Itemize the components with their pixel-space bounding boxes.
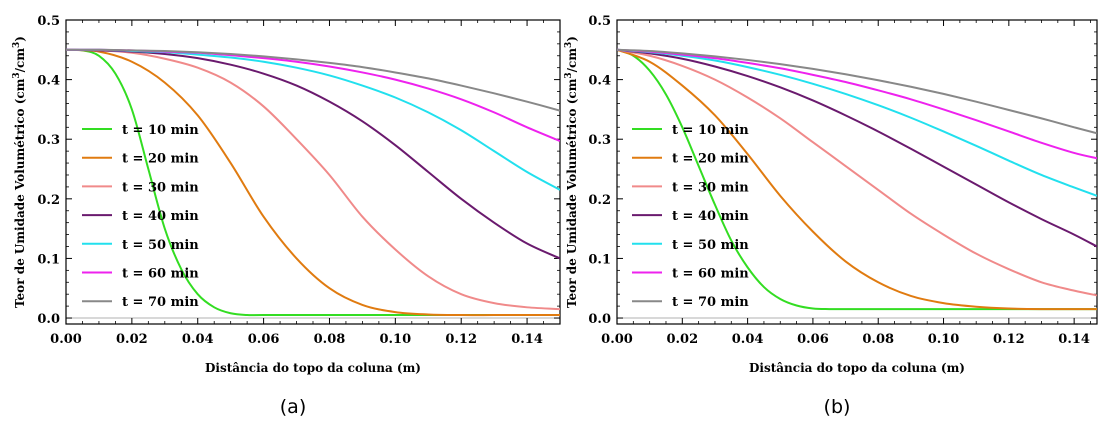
- panel-a: 0.00 0.02 0.04 0.06 0.08 0.10 0.12 0.14 0.0 0.1 0.…: [12, 14, 561, 418]
- series-line-60min: [617, 48, 1097, 160]
- series-line-50min: [66, 48, 560, 191]
- x-tick-label: 0.10: [379, 332, 411, 347]
- x-tick-label: 0.02: [116, 332, 148, 347]
- y-tick-label: 0.1: [37, 252, 60, 267]
- legend-label: t = 40 min: [672, 209, 749, 224]
- legend-label: t = 40 min: [122, 209, 199, 224]
- plot-frame: [616, 19, 1098, 325]
- x-tick-label: 0.00: [601, 332, 633, 347]
- legend-label: t = 20 min: [122, 152, 199, 167]
- y-tick-label: 0.3: [37, 133, 60, 148]
- series-line-40min: [66, 48, 560, 260]
- series-line-10min: [617, 48, 1097, 311]
- x-tick-label: 0.06: [797, 332, 829, 347]
- series-line-20min: [617, 48, 1097, 311]
- series-line-20min: [66, 48, 560, 317]
- x-tick-label: 0.10: [928, 332, 960, 347]
- x-tick-label: 0.06: [248, 332, 280, 347]
- x-tick-label: 0.12: [445, 332, 477, 347]
- y-axis-title-part: /cm: [565, 48, 579, 73]
- y-tick-label: 0.4: [37, 74, 60, 89]
- y-tick-label: 0.1: [588, 252, 611, 267]
- x-tick-label: 0.08: [862, 332, 894, 347]
- y-axis-title-sup: 3: [564, 72, 574, 78]
- series-line-50min: [617, 48, 1097, 197]
- legend: t = 10 min t = 20 min t = 30 min t = 40 min…: [82, 123, 199, 310]
- series-group: [66, 48, 560, 317]
- legend-label: t = 50 min: [672, 238, 749, 253]
- legend-label: t = 70 min: [672, 295, 749, 310]
- x-tick-label: 0.00: [50, 332, 82, 347]
- legend: t = 10 min t = 20 min t = 30 min t = 40 min…: [632, 123, 749, 310]
- y-axis-title-sup: 3: [564, 42, 574, 48]
- y-axis-title-part: ): [13, 36, 27, 42]
- series-line-40min: [617, 48, 1097, 248]
- series-line-70min: [617, 48, 1097, 135]
- series-group: [617, 48, 1097, 311]
- x-tick-label: 0.14: [1058, 332, 1090, 347]
- y-tick-label: 0.4: [588, 74, 611, 89]
- legend-label: t = 20 min: [672, 152, 749, 167]
- y-axis-title-part: Teor de Umidade Volumétrico (cm: [13, 78, 27, 308]
- series-line-30min: [66, 48, 560, 311]
- y-axis-title: Teor de Umidade Volumétrico (cm3/cm3): [12, 36, 27, 308]
- panel-label: (b): [824, 396, 851, 418]
- legend-label: t = 30 min: [672, 180, 749, 195]
- y-axis-title: Teor de Umidade Volumétrico (cm3/cm3): [564, 36, 579, 308]
- y-axis-title-part: Teor de Umidade Volumétrico (cm: [565, 78, 579, 308]
- legend-label: t = 30 min: [122, 180, 199, 195]
- series-line-10min: [66, 48, 560, 317]
- y-tick-label: 0.5: [37, 14, 60, 29]
- y-tick-label: 0.2: [37, 193, 60, 208]
- legend-label: t = 10 min: [122, 123, 199, 138]
- y-tick-label: 0.5: [588, 14, 611, 29]
- y-tick-label: 0.3: [588, 133, 611, 148]
- y-axis-title-part: /cm: [13, 48, 27, 73]
- series-line-30min: [617, 48, 1097, 297]
- legend-label: t = 60 min: [122, 267, 199, 282]
- y-axis-title-part: ): [565, 36, 579, 42]
- series-line-70min: [66, 48, 560, 112]
- y-tick-label: 0.0: [588, 312, 611, 327]
- legend-label: t = 10 min: [672, 123, 749, 138]
- x-axis-title: Distância do topo da coluna (m): [749, 361, 965, 375]
- x-tick-label: 0.14: [511, 332, 543, 347]
- y-tick-label: 0.0: [37, 312, 60, 327]
- x-tick-label: 0.02: [666, 332, 698, 347]
- x-tick-label: 0.08: [314, 332, 346, 347]
- x-tick-label: 0.12: [993, 332, 1025, 347]
- x-tick-label: 0.04: [732, 332, 764, 347]
- x-axis-title: Distância do topo da coluna (m): [205, 361, 421, 375]
- y-axis-title-sup: 3: [12, 42, 22, 48]
- legend-label: t = 70 min: [122, 295, 199, 310]
- y-axis-title-sup: 3: [12, 72, 22, 78]
- panel-label: (a): [280, 396, 306, 418]
- x-tick-label: 0.04: [182, 332, 214, 347]
- legend-label: t = 60 min: [672, 267, 749, 282]
- panel-b: 0.00 0.02 0.04 0.06 0.08 0.10 0.12 0.14 0.0 0.1 0.…: [564, 14, 1098, 418]
- y-tick-label: 0.2: [588, 193, 611, 208]
- legend-label: t = 50 min: [122, 238, 199, 253]
